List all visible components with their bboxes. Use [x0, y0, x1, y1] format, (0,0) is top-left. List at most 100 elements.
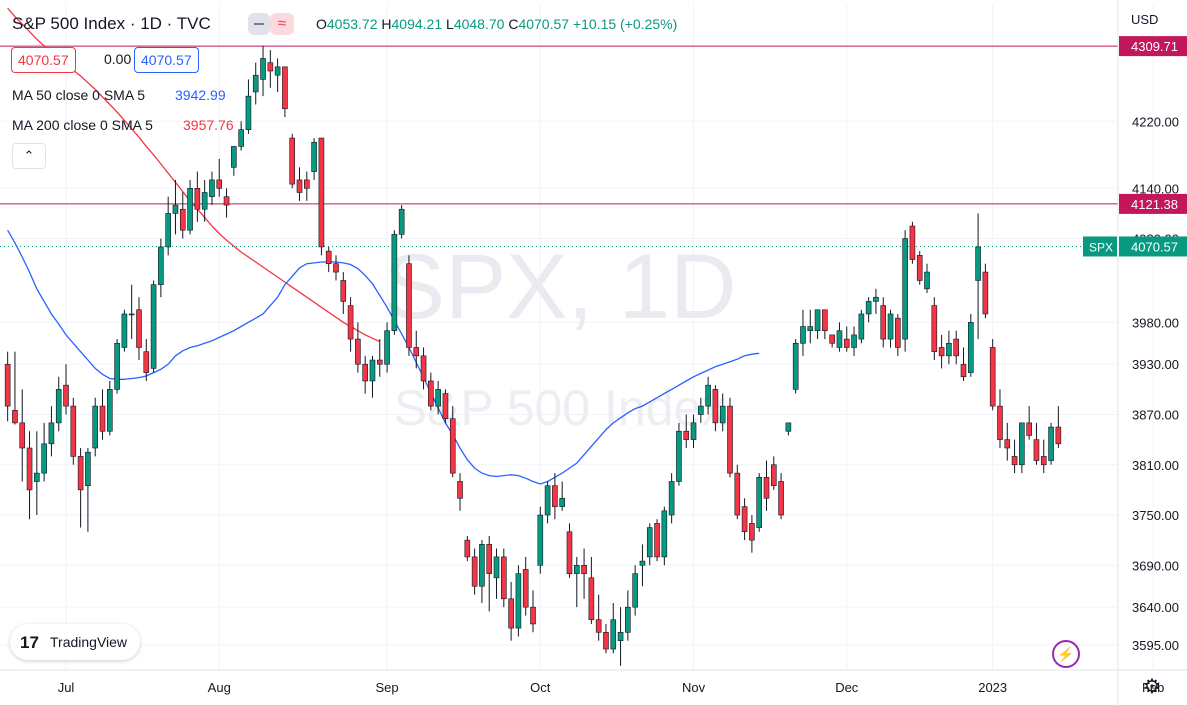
candle-body	[128, 313, 135, 316]
candle-body	[522, 569, 529, 608]
price-tag-label: 4121.38	[1131, 197, 1178, 212]
candle-body	[1048, 426, 1054, 461]
ma200-legend[interactable]: MA 200 close 0 SMA 5	[12, 117, 153, 133]
candle-body	[865, 301, 872, 315]
candle-body	[1040, 456, 1047, 466]
ma50-legend[interactable]: MA 50 close 0 SMA 5	[12, 87, 146, 103]
candle-body	[92, 405, 99, 449]
candle-body	[997, 405, 1003, 440]
candle-body	[632, 573, 638, 608]
candle-body	[690, 422, 697, 440]
candle-body	[143, 351, 150, 373]
candle-body	[829, 334, 835, 344]
candle-body	[391, 234, 398, 332]
currency-selector[interactable]: USD	[1131, 12, 1159, 27]
candle-body	[384, 330, 390, 365]
candle-body	[435, 389, 441, 407]
candle-body	[756, 477, 762, 528]
y-tick-label: 3810.00	[1132, 458, 1179, 473]
x-tick-label: 2023	[978, 680, 1007, 695]
candle-body	[566, 531, 573, 574]
candle-body	[741, 506, 748, 533]
candle-body	[4, 363, 11, 407]
candle-body	[223, 196, 230, 206]
symbol-tag-bg	[1083, 236, 1117, 257]
candle-body	[654, 523, 660, 558]
ma50-series	[7, 229, 760, 485]
collapse-legend-button[interactable]: ⌃	[12, 143, 46, 169]
y-tick-label: 3870.00	[1132, 407, 1179, 422]
candle-body	[946, 342, 952, 357]
candle-body	[887, 313, 894, 340]
candle-body	[121, 313, 128, 348]
candle-body	[530, 606, 536, 625]
candle-body	[1011, 456, 1018, 466]
candle-body	[814, 309, 821, 332]
candle-body	[924, 271, 930, 290]
candle-body	[1055, 426, 1062, 445]
candle-body	[727, 405, 733, 474]
candle-body	[464, 539, 471, 558]
lightning-icon[interactable]: ⚡	[1052, 640, 1080, 668]
candle-body	[931, 305, 938, 352]
candle-body	[41, 443, 47, 474]
candle-body	[595, 619, 602, 633]
candle-body	[442, 393, 449, 419]
y-tick-label: 3690.00	[1132, 558, 1179, 573]
candle-body	[376, 359, 383, 365]
candle-body	[457, 481, 463, 499]
candle-body	[734, 472, 741, 516]
candle-body	[296, 179, 303, 193]
x-tick-label: Jul	[58, 680, 75, 695]
symbol-title[interactable]: S&P 500 Index · 1D · TVC	[12, 14, 211, 33]
candle-body	[311, 141, 317, 172]
minus-icon[interactable]	[248, 13, 270, 35]
watermark-symbol: SPX, 1D	[384, 236, 737, 338]
candle-body	[77, 456, 84, 491]
settings-gear-icon[interactable]: ⚙	[1143, 676, 1161, 698]
candle-body	[552, 485, 558, 507]
candle-body	[792, 342, 799, 390]
buy-price-button[interactable]: 4070.57	[134, 47, 199, 73]
last-price-tag-bg	[1119, 236, 1187, 257]
candle-body	[807, 326, 814, 332]
candle-body	[245, 95, 252, 130]
candle-body	[209, 179, 215, 197]
candle-body	[355, 338, 361, 365]
candle-body	[749, 523, 755, 541]
candle-body	[909, 225, 916, 260]
candle-body	[960, 363, 967, 378]
horizontal-lines	[0, 45, 1118, 247]
candle-body	[325, 250, 332, 264]
ma50-legend-value: 3942.99	[175, 87, 226, 103]
candle-body	[486, 544, 493, 574]
candle-body	[201, 192, 208, 210]
candle-body	[1033, 439, 1040, 461]
x-tick-label: Feb	[1142, 680, 1164, 695]
candle-body	[719, 405, 726, 424]
candle-body	[12, 410, 18, 424]
x-tick-label: Oct	[530, 680, 551, 695]
candle-body	[895, 317, 901, 348]
candle-body	[508, 598, 514, 629]
candle-body	[836, 330, 843, 348]
tradingview-mark-icon: 17	[20, 633, 39, 652]
sell-price-button[interactable]: 4070.57	[11, 47, 76, 73]
candle-body	[683, 430, 690, 440]
candle-body	[362, 363, 368, 382]
candle-body	[420, 355, 427, 382]
low-value: 4048.70	[453, 16, 505, 32]
candle-body	[398, 208, 405, 235]
last-price-tag-label: 4070.57	[1131, 239, 1178, 254]
candle-body	[501, 556, 507, 600]
ma200-legend-value: 3957.76	[183, 117, 234, 133]
y-tick-label: 4220.00	[1132, 114, 1179, 129]
tradingview-logo[interactable]: 17 TradingView	[10, 624, 140, 660]
candle-body	[333, 263, 339, 273]
candle-body	[449, 418, 456, 474]
candle-body	[603, 632, 609, 650]
approx-icon[interactable]: ≈	[270, 13, 294, 35]
y-tick-label: 3595.00	[1132, 638, 1179, 653]
